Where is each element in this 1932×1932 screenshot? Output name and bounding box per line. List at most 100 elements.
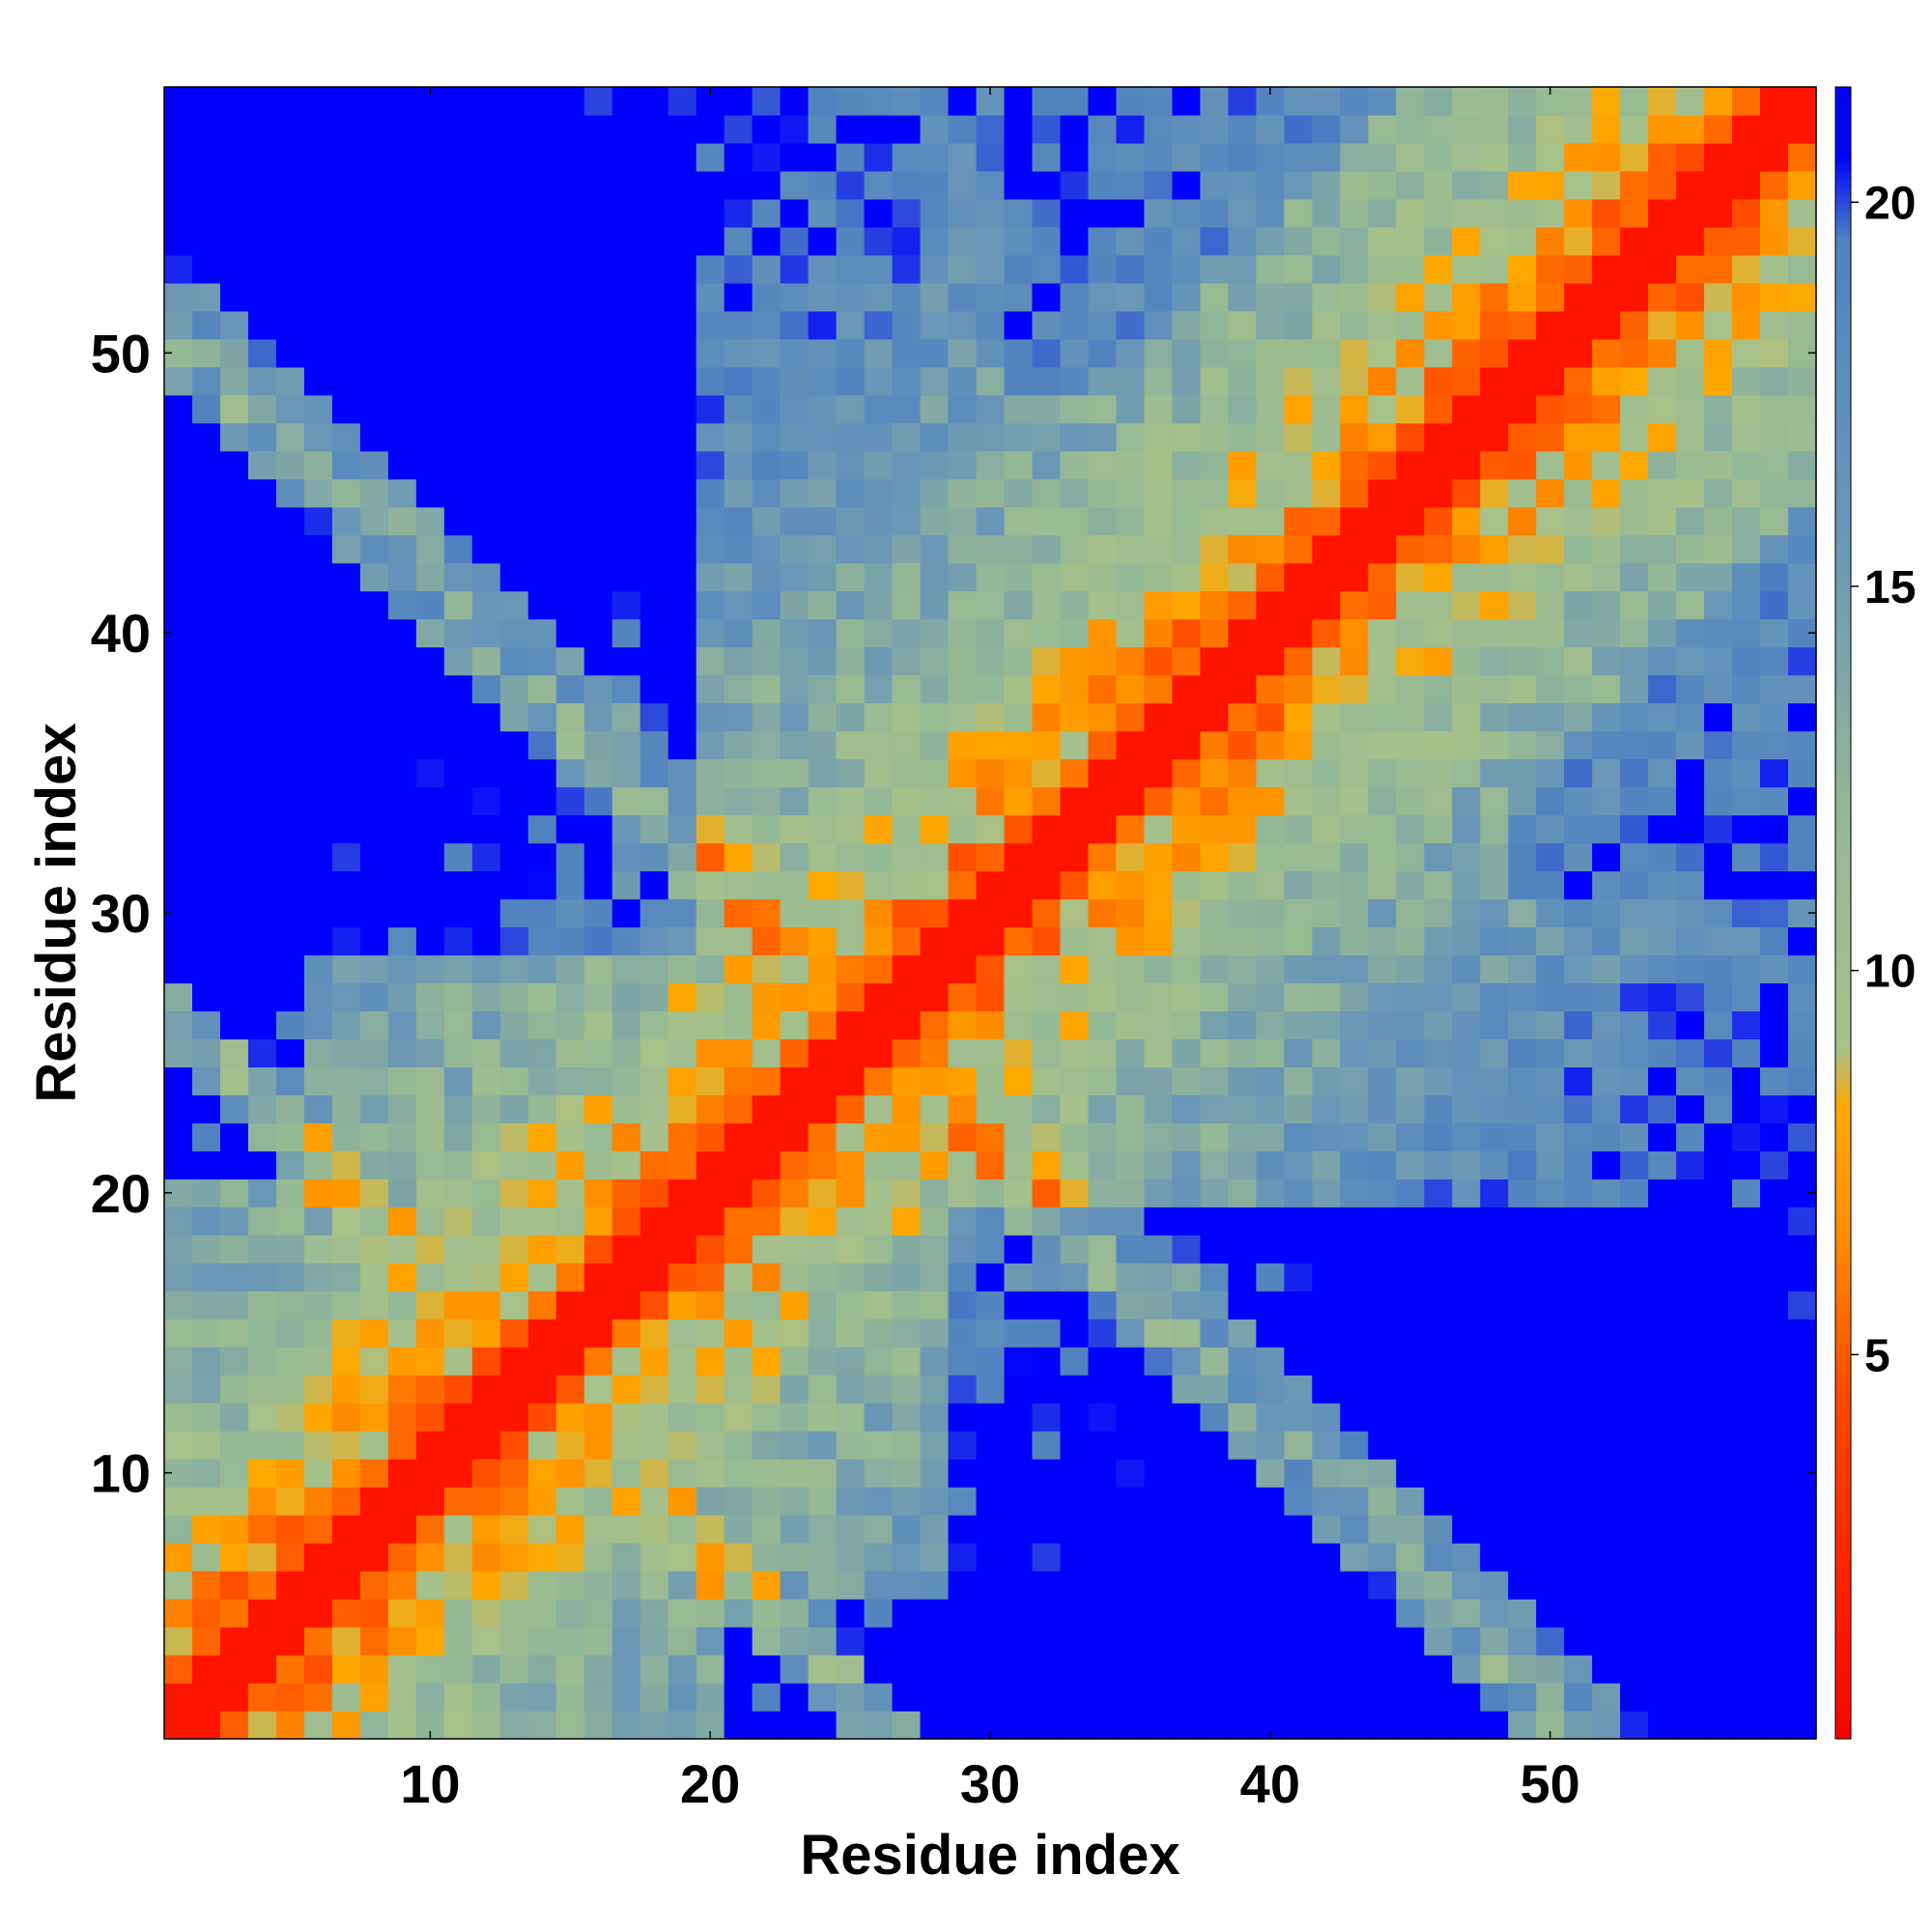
heatmap-cell	[1480, 1487, 1509, 1516]
heatmap-cell	[275, 730, 305, 760]
heatmap-cell	[331, 114, 361, 144]
heatmap-cell	[1256, 142, 1285, 172]
heatmap-cell	[331, 758, 361, 788]
heatmap-cell	[752, 1571, 781, 1600]
heatmap-cell	[1564, 282, 1593, 312]
heatmap-cell	[724, 590, 753, 620]
heatmap-cell	[1256, 338, 1285, 368]
heatmap-cell	[780, 506, 810, 536]
heatmap-cell	[892, 1151, 922, 1179]
heatmap-cell	[1564, 534, 1593, 564]
heatmap-cell	[387, 1347, 417, 1376]
heatmap-cell	[1732, 1094, 1761, 1123]
heatmap-cell	[331, 506, 361, 536]
heatmap-cell	[164, 1515, 193, 1544]
heatmap-cell	[808, 562, 838, 592]
heatmap-cell	[836, 618, 866, 648]
heatmap-cell	[1228, 842, 1257, 872]
heatmap-cell	[892, 842, 922, 872]
heatmap-cell	[1088, 1711, 1118, 1740]
heatmap-cell	[1452, 954, 1481, 984]
heatmap-cell	[808, 898, 838, 928]
heatmap-cell	[639, 1599, 669, 1628]
heatmap-cell	[1452, 926, 1481, 956]
heatmap-cell	[920, 758, 950, 788]
heatmap-cell	[1760, 1122, 1789, 1151]
heatmap-cell	[1004, 618, 1034, 648]
heatmap-cell	[1788, 730, 1817, 760]
heatmap-cell	[1480, 786, 1509, 816]
heatmap-cell	[1760, 1375, 1789, 1404]
heatmap-cell	[1620, 1094, 1649, 1123]
heatmap-cell	[583, 87, 613, 116]
heatmap-cell	[611, 1627, 641, 1656]
heatmap-cell	[1200, 170, 1229, 200]
heatmap-cell	[331, 1487, 361, 1516]
heatmap-cell	[611, 1263, 641, 1292]
heatmap-cell	[1368, 1094, 1397, 1123]
heatmap-cell	[275, 814, 305, 844]
heatmap-cell	[1312, 198, 1341, 228]
heatmap-cell	[1312, 786, 1341, 816]
heatmap-cell	[247, 590, 277, 620]
heatmap-cell	[808, 1347, 838, 1376]
heatmap-cell	[1620, 674, 1649, 704]
heatmap-cell	[1144, 506, 1173, 536]
heatmap-cell	[359, 1711, 389, 1740]
heatmap-cell	[583, 1683, 613, 1712]
heatmap-cell	[611, 422, 641, 452]
heatmap-cell	[583, 170, 613, 200]
heatmap-cell	[415, 758, 445, 788]
heatmap-cell	[1004, 198, 1034, 228]
heatmap-cell	[892, 1711, 922, 1740]
heatmap-cell	[1396, 114, 1425, 144]
heatmap-cell	[1648, 1179, 1677, 1208]
heatmap-cell	[1452, 1179, 1481, 1208]
heatmap-cell	[1340, 1319, 1369, 1348]
heatmap-cell	[555, 254, 585, 284]
heatmap-cell	[1732, 1403, 1761, 1432]
heatmap-cell	[1648, 506, 1677, 536]
heatmap-cell	[1004, 1122, 1034, 1151]
heatmap-cell	[920, 282, 950, 312]
heatmap-cell	[1200, 1094, 1229, 1123]
heatmap-cell	[1620, 1179, 1649, 1208]
heatmap-cell	[1368, 786, 1397, 816]
heatmap-cell	[219, 198, 249, 228]
heatmap-cell	[583, 114, 613, 144]
heatmap-cell	[583, 814, 613, 844]
heatmap-cell	[724, 198, 753, 228]
heatmap-cell	[443, 730, 473, 760]
heatmap-cell	[1284, 1010, 1313, 1040]
heatmap-cell	[499, 1263, 529, 1292]
heatmap-cell	[1676, 170, 1705, 200]
heatmap-cell	[1200, 646, 1229, 676]
heatmap-cell	[499, 506, 529, 536]
heatmap-cell	[1648, 758, 1677, 788]
heatmap-cell	[1144, 254, 1173, 284]
heatmap-cell	[471, 1683, 501, 1712]
heatmap-cell	[724, 1459, 753, 1488]
heatmap-cell	[1788, 1207, 1817, 1236]
heatmap-cell	[303, 1319, 333, 1348]
heatmap-cell	[555, 1122, 585, 1151]
heatmap-cell	[1396, 1683, 1425, 1712]
heatmap-cell	[191, 1403, 221, 1432]
heatmap-cell	[555, 646, 585, 676]
heatmap-cell	[1340, 142, 1369, 172]
heatmap-cell	[1088, 478, 1118, 508]
heatmap-cell	[1284, 1487, 1313, 1516]
heatmap-cell	[696, 1263, 725, 1292]
heatmap-cell	[892, 87, 922, 116]
heatmap-cell	[527, 338, 557, 368]
heatmap-cell	[1172, 1179, 1201, 1208]
heatmap-cell	[976, 842, 1006, 872]
heatmap-cell	[836, 1235, 866, 1264]
heatmap-cell	[1760, 1571, 1789, 1600]
heatmap-cell	[1312, 1459, 1341, 1488]
heatmap-cell	[1424, 786, 1453, 816]
heatmap-cell	[247, 1627, 277, 1656]
heatmap-cell	[724, 926, 753, 956]
heatmap-cell	[1424, 1263, 1453, 1292]
